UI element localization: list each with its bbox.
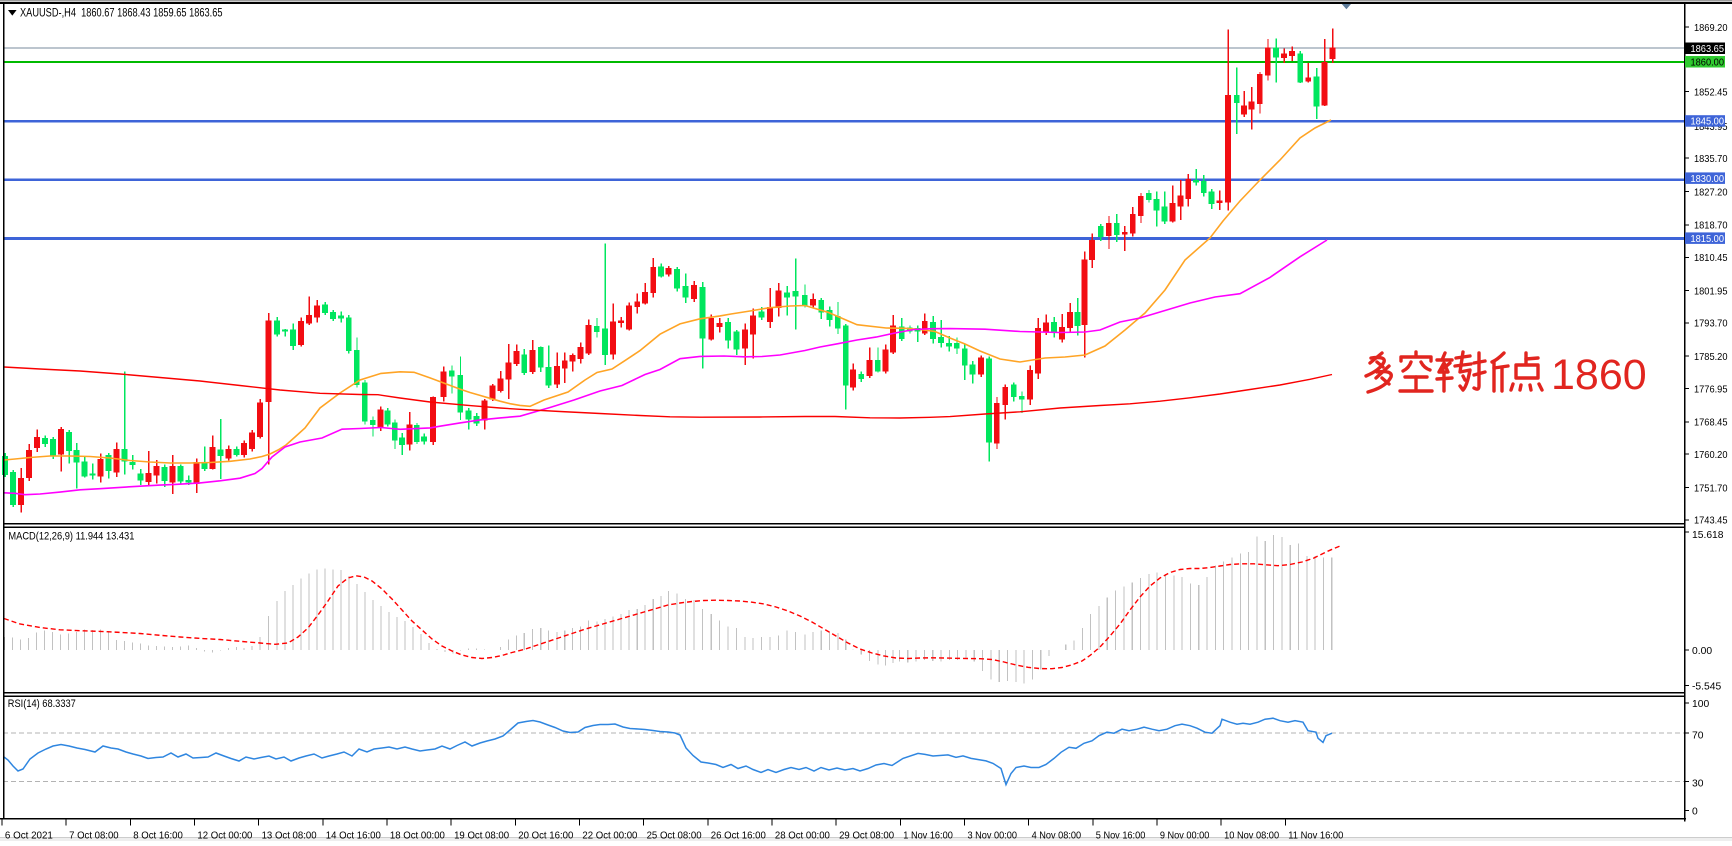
svg-text:XAUUSD-,H4 1860.67 1868.43 18: XAUUSD-,H4 1860.67 1868.43 1859.65 1863.… [20,7,223,19]
svg-text:14 Oct 16:00: 14 Oct 16:00 [326,831,381,842]
svg-text:20 Oct 16:00: 20 Oct 16:00 [518,831,573,842]
svg-text:6 Oct 2021: 6 Oct 2021 [5,831,53,842]
svg-text:19 Oct 08:00: 19 Oct 08:00 [454,831,509,842]
svg-text:1860.00: 1860.00 [1691,58,1725,69]
svg-text:1843.95: 1843.95 [1694,122,1728,133]
svg-text:RSI(14) 68.3337: RSI(14) 68.3337 [8,698,76,710]
svg-text:1830.00: 1830.00 [1691,174,1725,185]
svg-text:11 Nov 16:00: 11 Nov 16:00 [1288,831,1343,842]
svg-text:1793.70: 1793.70 [1694,319,1728,330]
svg-text:1869.20: 1869.20 [1694,23,1728,34]
svg-text:1768.45: 1768.45 [1694,418,1728,429]
svg-text:29 Oct 08:00: 29 Oct 08:00 [839,831,894,842]
svg-text:1785.20: 1785.20 [1694,352,1728,363]
svg-text:70: 70 [1692,731,1704,742]
svg-text:1760.20: 1760.20 [1694,450,1728,461]
svg-text:1818.70: 1818.70 [1694,221,1728,232]
svg-text:10 Nov 08:00: 10 Nov 08:00 [1224,831,1279,842]
svg-text:4 Nov 08:00: 4 Nov 08:00 [1032,831,1082,842]
svg-text:15.618: 15.618 [1692,530,1724,541]
svg-text:9 Nov 00:00: 9 Nov 00:00 [1160,831,1210,842]
svg-text:26 Oct 16:00: 26 Oct 16:00 [711,831,766,842]
svg-text:0.00: 0.00 [1692,646,1712,657]
svg-text:28 Oct 00:00: 28 Oct 00:00 [775,831,830,842]
svg-text:18 Oct 00:00: 18 Oct 00:00 [390,831,445,842]
svg-text:MACD(12,26,9) 11.944 13.431: MACD(12,26,9) 11.944 13.431 [8,531,134,543]
svg-text:13 Oct 08:00: 13 Oct 08:00 [262,831,317,842]
svg-text:1743.45: 1743.45 [1694,516,1728,527]
svg-text:8 Oct 16:00: 8 Oct 16:00 [133,831,183,842]
svg-text:1845.00: 1845.00 [1691,117,1725,128]
svg-text:1776.95: 1776.95 [1694,384,1728,395]
svg-text:7 Oct 08:00: 7 Oct 08:00 [69,831,119,842]
svg-text:5 Nov 16:00: 5 Nov 16:00 [1096,831,1146,842]
svg-text:100: 100 [1692,699,1709,710]
svg-text:1835.70: 1835.70 [1694,154,1728,165]
svg-text:1815.00: 1815.00 [1691,234,1725,245]
svg-text:1863.65: 1863.65 [1691,44,1725,55]
svg-text:3 Nov 00:00: 3 Nov 00:00 [968,831,1018,842]
svg-text:1 Nov 16:00: 1 Nov 16:00 [903,831,953,842]
svg-text:1751.70: 1751.70 [1694,483,1728,494]
svg-text:1801.95: 1801.95 [1694,286,1728,297]
svg-text:1810.45: 1810.45 [1694,253,1728,264]
svg-text:25 Oct 08:00: 25 Oct 08:00 [647,831,702,842]
svg-text:1827.20: 1827.20 [1694,187,1728,198]
svg-text:-5.545: -5.545 [1692,682,1721,693]
svg-text:22 Oct 00:00: 22 Oct 00:00 [582,831,637,842]
svg-text:30: 30 [1692,779,1704,790]
svg-text:12 Oct 00:00: 12 Oct 00:00 [197,831,252,842]
svg-text:1852.45: 1852.45 [1694,87,1728,98]
svg-text:1860: 1860 [1551,351,1647,399]
svg-text:0: 0 [1692,807,1698,818]
